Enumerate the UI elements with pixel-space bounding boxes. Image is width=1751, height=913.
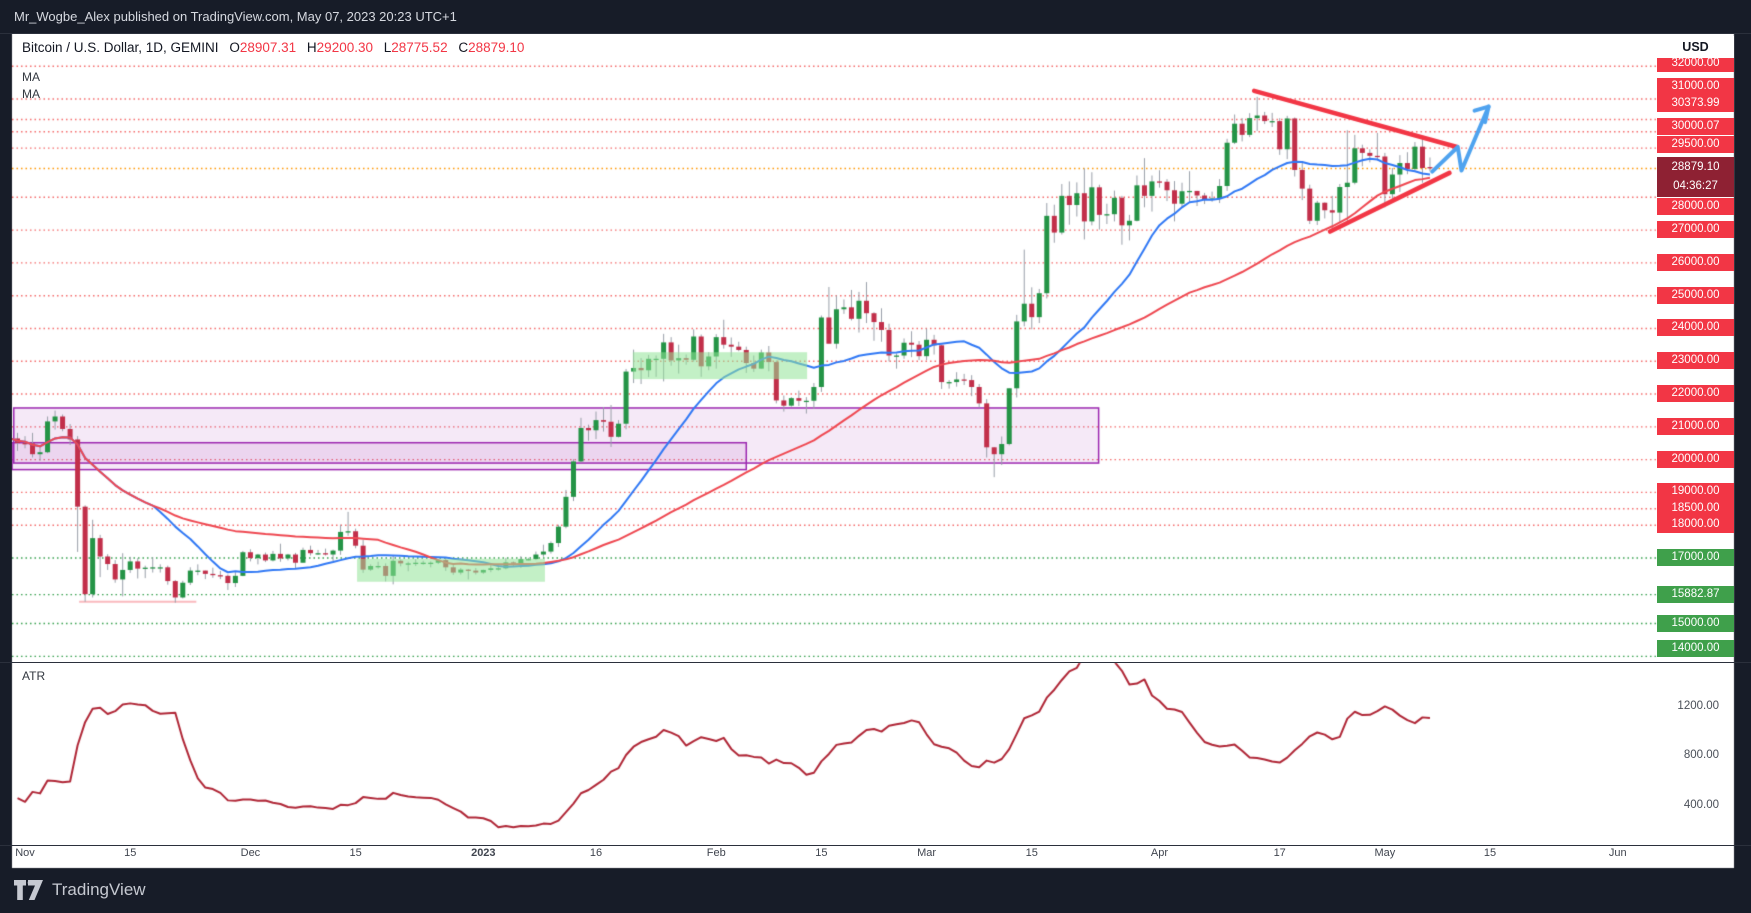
publish-banner: Mr_Wogbe_Alex published on TradingView.c…: [0, 0, 1751, 33]
price-scale-label: 30373.99: [1657, 94, 1734, 112]
ma-slow-legend: MA: [22, 87, 40, 101]
time-axis-divider: [0, 845, 1751, 846]
price-scale-label: 29500.00: [1657, 135, 1734, 153]
time-scale-label: 17: [1273, 847, 1286, 859]
time-scale-label: 15: [124, 847, 137, 859]
ohlc-open-value: 28907.31: [239, 40, 297, 55]
time-scale-label: Dec: [240, 847, 261, 859]
price-scale-label: 27000.00: [1657, 221, 1734, 239]
time-scale-label: May: [1374, 847, 1396, 859]
atr-scale-label: 1200.00: [1677, 699, 1719, 712]
pane-divider[interactable]: [0, 662, 1751, 663]
price-scale-label: 26000.00: [1657, 253, 1734, 271]
price-scale-label: 18500.00: [1657, 499, 1734, 517]
price-scale-label: 25000.00: [1657, 286, 1734, 304]
time-scale-label: Feb: [706, 847, 726, 859]
current-price-label: 28879.10 04:36:27: [1657, 157, 1734, 197]
price-scale-label: 14000.00: [1657, 639, 1734, 657]
price-scale-label: 19000.00: [1657, 483, 1734, 501]
price-scale-label: 17000.00: [1657, 548, 1734, 566]
current-price-value: 28879.10: [1671, 161, 1720, 173]
symbol-title: Bitcoin / U.S. Dollar, 1D, GEMINI: [22, 40, 219, 55]
publish-banner-text: Mr_Wogbe_Alex published on TradingView.c…: [14, 9, 457, 24]
price-scale-label: 30000.07: [1657, 117, 1734, 135]
price-scale-label: 22000.00: [1657, 385, 1734, 403]
time-scale-label: 15: [1483, 847, 1497, 859]
time-scale-label: 2023: [471, 847, 496, 859]
atr-indicator-legend: ATR: [22, 669, 46, 683]
time-scale-label: Nov: [15, 847, 35, 859]
price-scale-label: 20000.00: [1657, 450, 1734, 468]
time-scale-label: 15: [815, 847, 828, 859]
price-scale-label: 23000.00: [1657, 352, 1734, 370]
ohlc-low-label: L: [383, 40, 392, 55]
ohlc-low-value: 28775.52: [391, 40, 448, 55]
currency-header: USD: [1657, 36, 1734, 58]
ohlc-close-value: 28879.10: [468, 40, 525, 55]
price-scale-label: 18000.00: [1657, 516, 1734, 534]
footer-bar: TradingView: [14, 880, 146, 900]
price-scale-label: 32000.00: [1657, 54, 1734, 72]
ohlc-close-label: C: [458, 40, 469, 55]
ohlc-high-label: H: [306, 40, 317, 55]
time-scale-label: Mar: [917, 847, 937, 859]
tradingview-logo-icon[interactable]: [14, 880, 43, 900]
price-scale-label: 21000.00: [1657, 417, 1734, 435]
price-scale-label: 24000.00: [1657, 319, 1734, 337]
ma-fast-legend: MA: [22, 70, 40, 84]
time-scale-label: Apr: [1150, 847, 1169, 859]
ohlc-high-value: 29200.30: [316, 40, 373, 55]
time-scale-label: 15: [349, 847, 362, 859]
time-scale-label: Jun: [1608, 847, 1627, 859]
price-scale-label: 31000.00: [1657, 77, 1734, 95]
bar-countdown: 04:36:27: [1673, 180, 1718, 192]
price-scale-label: 15882.87: [1657, 585, 1734, 603]
price-scale-label: 15000.00: [1657, 614, 1734, 632]
atr-scale-label: 800.00: [1683, 749, 1719, 761]
time-scale-label: 15: [1025, 847, 1038, 859]
atr-scale-label: 400.00: [1683, 798, 1719, 811]
tradingview-logo-text[interactable]: TradingView: [52, 880, 146, 899]
time-scale-label: 16: [589, 847, 603, 859]
ohlc-open-label: O: [229, 40, 240, 55]
banner-divider: [0, 33, 1751, 34]
price-scale-label: 28000.00: [1657, 197, 1734, 215]
symbol-header: Bitcoin / U.S. Dollar, 1D, GEMINI O28907…: [22, 40, 524, 55]
